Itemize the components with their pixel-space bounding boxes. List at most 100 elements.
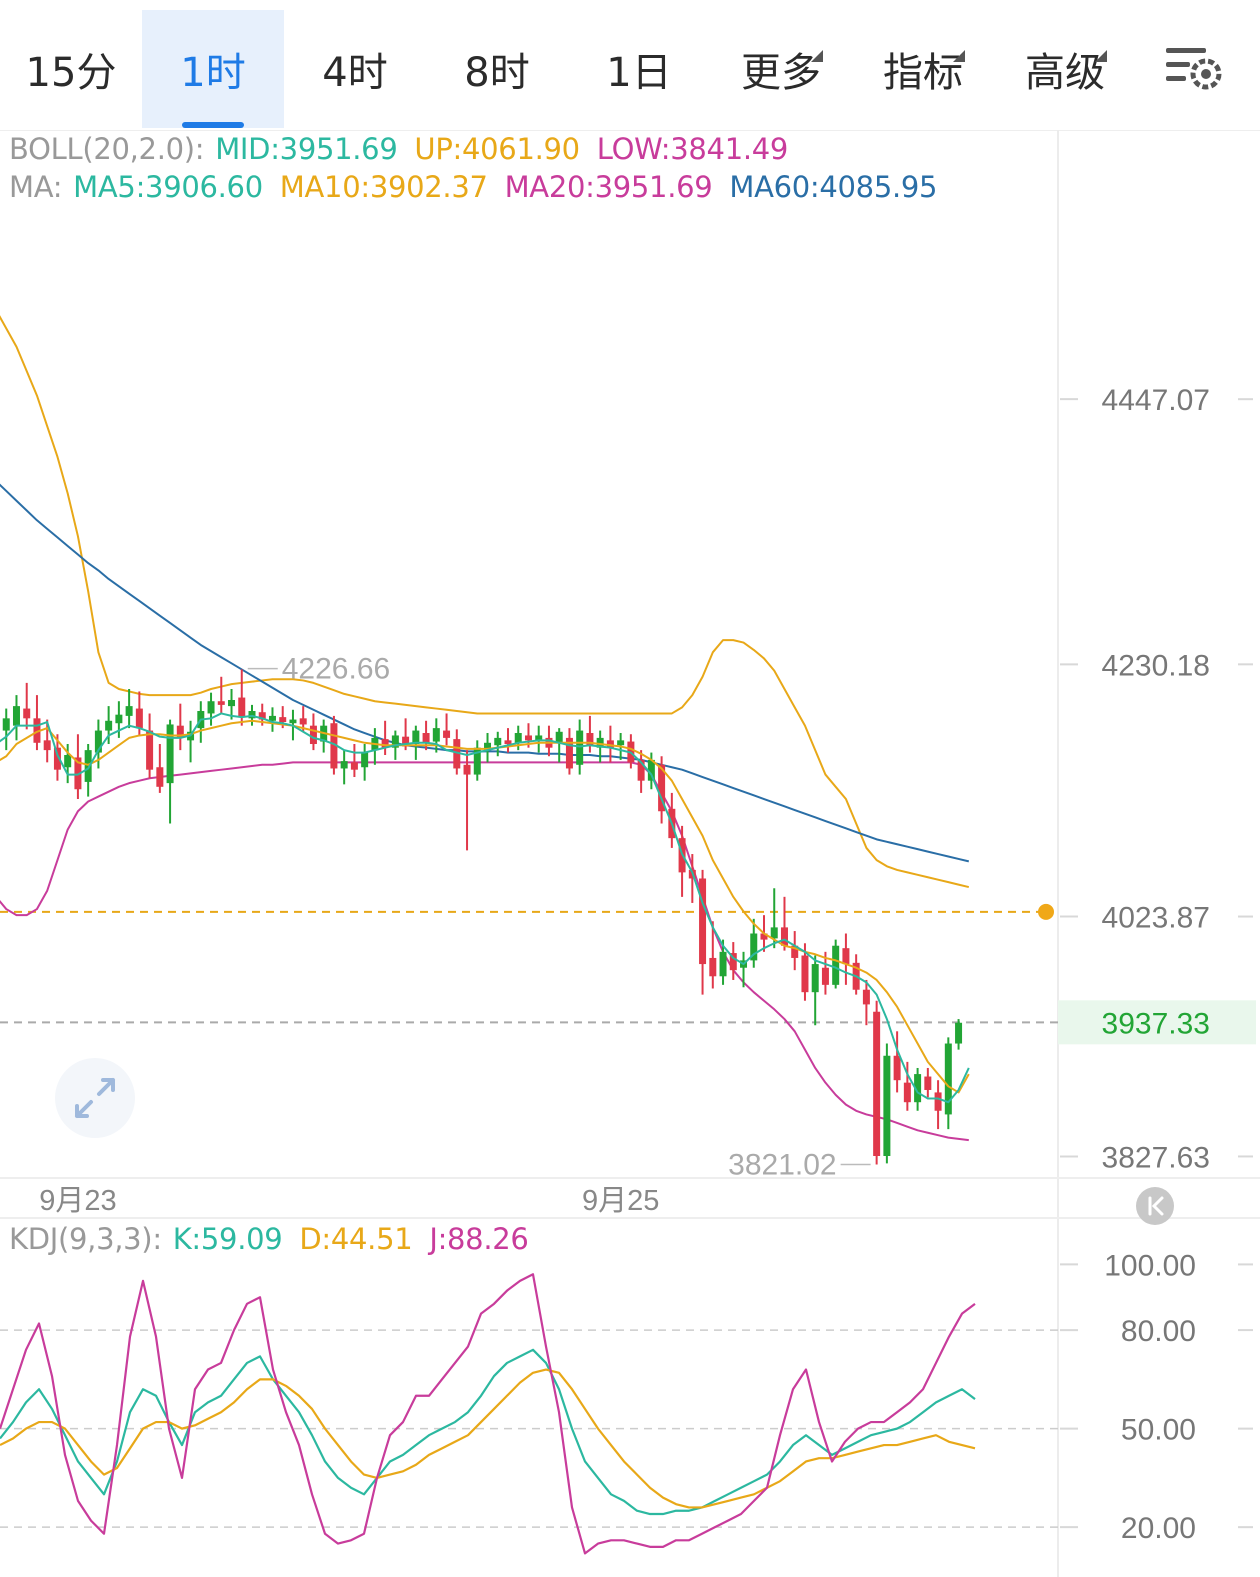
kdj-d-line — [0, 1368, 976, 1509]
candle-body — [23, 708, 31, 719]
boll-low-value: LOW:3841.49 — [596, 132, 789, 166]
kdj-j-line — [0, 1273, 976, 1555]
tab-6[interactable]: 指标 — [852, 10, 994, 128]
kdj-j-value: J:88.26 — [429, 1222, 529, 1256]
candle-body — [350, 762, 358, 770]
candle-body — [258, 712, 266, 720]
candle-body — [658, 764, 666, 812]
ma10-value: MA10:3902.37 — [279, 170, 488, 204]
candle-body — [74, 757, 82, 790]
candle-body — [381, 739, 389, 748]
back-to-latest-icon[interactable] — [1136, 1187, 1174, 1225]
ma5-value: MA5:3906.60 — [73, 170, 263, 204]
boll-legend: BOLL(20,2.0): MID:3951.69 UP:4061.90 LOW… — [9, 132, 796, 166]
boll-legend-name: BOLL(20,2.0): — [9, 132, 205, 166]
candle-body — [801, 955, 809, 993]
ma20-value: MA20:3951.69 — [504, 170, 713, 204]
expand-arrows-icon[interactable] — [55, 1058, 135, 1138]
candle-body — [484, 742, 492, 751]
candle-body — [238, 697, 246, 718]
candle-body — [617, 740, 625, 746]
ma5-line — [0, 712, 970, 1104]
dropdown-caret-icon — [953, 50, 965, 62]
boll-mid-value: MID:3951.69 — [215, 132, 398, 166]
x-axis-label: 9月25 — [582, 1185, 659, 1217]
candle-body — [84, 750, 92, 782]
ma-legend: MA: MA5:3906.60 MA10:3902.37 MA20:3951.6… — [9, 170, 945, 204]
candle-body — [504, 740, 512, 745]
high-annotation-label: 4226.66 — [282, 653, 390, 686]
candle-body — [760, 933, 768, 940]
candle-body — [166, 724, 174, 784]
candle-body — [719, 951, 727, 977]
candle-body — [422, 733, 430, 743]
price-alert-dot — [1038, 903, 1054, 920]
candle-body — [494, 737, 502, 746]
active-tab-indicator — [182, 122, 244, 128]
tab-3[interactable]: 8时 — [426, 10, 568, 128]
candle-body — [473, 747, 481, 775]
candle-body — [893, 1055, 901, 1081]
candle-body — [750, 933, 758, 961]
candle-body — [791, 945, 799, 958]
candle-body — [842, 948, 850, 965]
candle-body — [12, 706, 20, 726]
candle-body — [340, 761, 348, 769]
candle-body — [279, 717, 287, 723]
candle-body — [729, 953, 737, 971]
candle-body — [463, 764, 471, 775]
candle-body — [432, 728, 440, 742]
candle-body — [412, 730, 420, 745]
boll-lower-line — [0, 761, 969, 1142]
candle-body — [524, 735, 532, 741]
chart-settings-icon[interactable] — [1164, 42, 1226, 98]
candle-body — [443, 730, 451, 738]
tab-label: 15分 — [25, 50, 117, 96]
candle-body — [217, 701, 225, 705]
dropdown-caret-icon — [1095, 50, 1107, 62]
candle-body — [309, 725, 317, 745]
tab-2[interactable]: 4时 — [284, 10, 426, 128]
tab-5[interactable]: 更多 — [710, 10, 852, 128]
candle-body — [862, 989, 870, 1005]
tab-0[interactable]: 15分 — [0, 10, 142, 128]
last-price-label: 3937.33 — [1102, 1007, 1210, 1040]
tab-7[interactable]: 高级 — [994, 10, 1136, 128]
kdj-k-line — [0, 1348, 976, 1516]
timeframe-tab-bar: 15分 1时 4时 8时 1日 更多 指标 高级 — [0, 0, 1260, 130]
candle-body — [924, 1076, 932, 1090]
candle-body — [248, 711, 256, 719]
candle-body — [699, 878, 707, 965]
x-axis-label: 9月23 — [39, 1185, 116, 1217]
ma60-value: MA60:4085.95 — [729, 170, 938, 204]
candle-body — [125, 706, 133, 716]
tab-4[interactable]: 1日 — [568, 10, 710, 128]
kdj-tick-label: 50.00 — [1121, 1414, 1196, 1447]
tab-label: 指标 — [883, 50, 965, 96]
tab-1[interactable]: 1时 — [142, 10, 284, 128]
candle-body — [555, 731, 563, 743]
low-annotation-label: 3821.02 — [728, 1149, 836, 1182]
price-tick-label: 4023.87 — [1102, 902, 1210, 935]
candle-body — [299, 718, 307, 725]
kdj-tick-label: 20.00 — [1121, 1512, 1196, 1545]
kdj-d-value: D:44.51 — [299, 1222, 413, 1256]
candle-body — [94, 730, 102, 753]
candle-body — [944, 1043, 952, 1115]
price-chart[interactable]: 4447.07 4230.18 4023.87 3827.63 9月23 9月25 3937… — [0, 130, 1260, 1577]
candle-body — [883, 1055, 891, 1156]
candle-body — [453, 739, 461, 769]
ma10-line — [0, 719, 970, 1094]
candle-body — [391, 735, 399, 748]
kdj-k-value: K:59.09 — [172, 1222, 283, 1256]
candle-body — [606, 740, 614, 748]
candle-body — [535, 735, 543, 741]
candle-body — [176, 725, 184, 738]
candle-body — [596, 737, 604, 748]
candle-body — [873, 1011, 881, 1156]
candle-body — [647, 759, 655, 781]
candle-body — [637, 759, 645, 781]
tab-label: 4时 — [322, 50, 388, 96]
candle-body — [586, 733, 594, 746]
ma-legend-name: MA: — [9, 170, 63, 204]
